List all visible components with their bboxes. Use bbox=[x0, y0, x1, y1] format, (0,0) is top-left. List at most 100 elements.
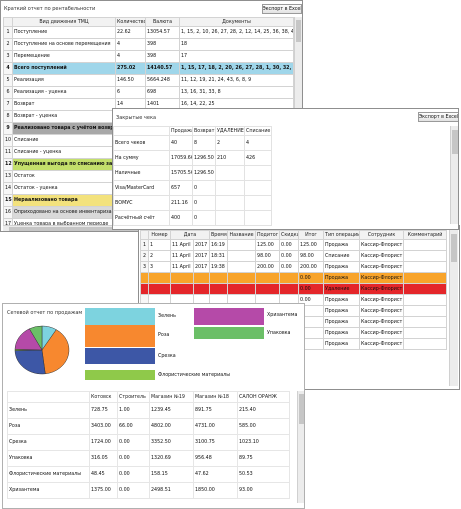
table-cell: 0 bbox=[192, 195, 216, 211]
table-row[interactable]: 7 Возврат 14 1401 16, 14, 22, 25 bbox=[3, 98, 294, 111]
legend-label: Срезка bbox=[158, 354, 176, 359]
table-cell: Продажа bbox=[323, 327, 361, 339]
table-row[interactable]: 5 Реализация 146.50 5664.248 11, 12, 19, 21,… bbox=[3, 74, 294, 87]
table-cell: 10 bbox=[3, 134, 13, 147]
vertical-scrollbar[interactable] bbox=[449, 230, 458, 386]
table-row[interactable]: Расчётный счёт 400 0 bbox=[113, 210, 272, 226]
table-cell bbox=[227, 250, 257, 262]
table-cell: 0.00 bbox=[117, 466, 150, 483]
column-header: Магазин №18 bbox=[193, 391, 238, 403]
table-row[interactable]: 1 1 11 April 2017 16:19 125.00 0.00 125.00 Прода… bbox=[140, 239, 448, 251]
table-cell: 211.16 bbox=[169, 195, 193, 211]
table-cell: 11 April bbox=[170, 239, 194, 251]
column-header: Вид движения ТМЦ bbox=[12, 17, 116, 27]
column-header: Возврат bbox=[192, 126, 216, 136]
table-cell: Реализовано товара с учётом возвратов bbox=[12, 122, 116, 135]
table-cell: 5664.248 bbox=[145, 74, 180, 87]
closed-checks-window: Закрытые чека Экспорт в Excel Продажа Воз… bbox=[112, 108, 459, 230]
table-row[interactable]: Флористические материалы 48.45 0.00 158.15 4… bbox=[7, 466, 290, 483]
column-header: Магазин №19 bbox=[149, 391, 194, 403]
table-cell: 11 bbox=[3, 146, 13, 159]
table-row[interactable]: ВОМУС 211.16 0 bbox=[113, 195, 272, 211]
table-cell: 3 bbox=[3, 50, 13, 63]
table-cell: 5 bbox=[3, 74, 13, 87]
export-excel-button[interactable]: Экспорт в Excel bbox=[262, 4, 302, 14]
table-cell bbox=[215, 180, 245, 196]
table-cell bbox=[215, 165, 245, 181]
table-cell: 12 bbox=[3, 158, 13, 171]
table-cell: 275.02 bbox=[115, 62, 146, 75]
table-row[interactable]: 2 Поступление на основе перемещения 4 398 18 bbox=[3, 38, 294, 51]
vertical-scrollbar[interactable] bbox=[297, 391, 304, 503]
table-cell: Нераализовано товара bbox=[12, 194, 116, 207]
table-row[interactable]: Хризантема 1375.00 0.00 2498.51 1850.00 93.00 bbox=[7, 482, 290, 499]
table-row[interactable]: Всего чеков 40 8 2 4 bbox=[113, 135, 272, 151]
table-row[interactable]: 3 Перемещение 4 398 17 bbox=[3, 50, 294, 63]
table-cell: 89.75 bbox=[237, 450, 290, 467]
table-row[interactable]: 3 3 11 April 2017 19:38 200.00 0.00 200.00 Прода… bbox=[140, 261, 448, 273]
table-row[interactable]: 1 Поступление 22.62 13054.57 1, 15, 2, 10, 2… bbox=[3, 26, 294, 39]
table-cell: 9 bbox=[3, 122, 13, 135]
table-row[interactable]: 2 2 11 April 2017 18:31 98.00 0.00 98.00 Списани… bbox=[140, 250, 448, 262]
table-cell: 11 April bbox=[170, 250, 194, 262]
table-row[interactable]: 0.00 Удаление Кассир-Флорист bbox=[140, 283, 448, 295]
table-cell: Реализация bbox=[12, 74, 116, 87]
table-row[interactable]: 6 Реализация - уценка 6 698 13, 16, 31, 33, … bbox=[3, 86, 294, 99]
column-header: САЛОН ОРАНЖ bbox=[237, 391, 290, 403]
table-cell: 98.00 bbox=[255, 250, 281, 262]
table-row[interactable]: Упаковка 316.05 0.00 1320.69 956.48 89.75 bbox=[7, 450, 290, 467]
table-cell: 0 bbox=[192, 180, 216, 196]
table-cell: Удаление bbox=[323, 283, 361, 295]
table-cell bbox=[279, 283, 300, 295]
table-row[interactable]: Роза 3403.00 66.00 4802.00 4731.00 585.00 bbox=[7, 418, 290, 435]
table-cell: 0.00 bbox=[279, 261, 300, 273]
table-cell: 17059.66 bbox=[169, 150, 193, 166]
table-row[interactable]: Visa/MasterCard 657 0 bbox=[113, 180, 272, 196]
table-cell: 48.45 bbox=[89, 466, 118, 483]
table-cell: 0.00 bbox=[279, 239, 300, 251]
table-cell: Флористические материалы bbox=[7, 466, 90, 483]
export-excel-button[interactable]: Экспорт в Excel bbox=[418, 112, 458, 122]
table-cell bbox=[403, 294, 448, 306]
table-cell: 200.00 bbox=[255, 261, 281, 273]
table-cell bbox=[403, 338, 448, 350]
table-row[interactable]: На сумму 17059.66 1296.50 210 426 bbox=[113, 150, 272, 166]
table-cell bbox=[244, 165, 272, 181]
table-row[interactable]: 0.00 Продажа Кассир-Флорист bbox=[140, 272, 448, 284]
table-cell: Всего поступлений bbox=[12, 62, 116, 75]
table-cell: Реализация - уценка bbox=[12, 86, 116, 99]
column-header: Сотрудник bbox=[359, 230, 405, 240]
table-cell: Всего чеков bbox=[113, 135, 170, 151]
table-cell: Остаток - уценка bbox=[12, 182, 116, 195]
vertical-scrollbar[interactable] bbox=[450, 126, 458, 224]
table-cell: 13, 16, 31, 33, 8 bbox=[179, 86, 294, 99]
table-row[interactable]: Срезка 1724.00 0.00 3352.50 3100.75 1023.10 bbox=[7, 434, 290, 451]
table-cell: 18:31 bbox=[209, 250, 229, 262]
table-cell: 18 bbox=[179, 38, 294, 51]
table-row[interactable]: Зелень 728.75 1.00 1239.45 891.75 215.40 bbox=[7, 402, 290, 419]
column-header: Количество bbox=[115, 17, 146, 27]
pie-slice bbox=[41, 329, 70, 375]
table-row[interactable]: 4 Всего поступлений 275.02 14140.57 1, 15, 1… bbox=[3, 62, 294, 75]
table-cell: 0.00 bbox=[117, 450, 150, 467]
table-row[interactable]: Наличные 15705.56 1296.50 bbox=[113, 165, 272, 181]
table-cell: 93.00 bbox=[237, 482, 290, 499]
table-cell: 3100.75 bbox=[193, 434, 238, 451]
table-cell: 14 bbox=[3, 182, 13, 195]
column-header: Номер bbox=[148, 230, 171, 240]
table-cell: 1296.50 bbox=[192, 165, 216, 181]
table-cell: 657 bbox=[169, 180, 193, 196]
table-cell: Кассир-Флорист bbox=[359, 261, 405, 273]
table-cell: 1320.69 bbox=[149, 450, 194, 467]
table-cell: 2498.51 bbox=[149, 482, 194, 499]
column-header: Скидка bbox=[279, 230, 300, 240]
table-cell bbox=[227, 239, 257, 251]
table-cell: Кассир-Флорист bbox=[359, 338, 405, 350]
table-cell bbox=[148, 283, 171, 295]
table-cell bbox=[403, 316, 448, 328]
table-cell bbox=[403, 272, 448, 284]
legend-swatch bbox=[85, 308, 155, 330]
column-header bbox=[3, 17, 13, 27]
table-cell bbox=[227, 261, 257, 273]
table-cell: Поступление bbox=[12, 26, 116, 39]
